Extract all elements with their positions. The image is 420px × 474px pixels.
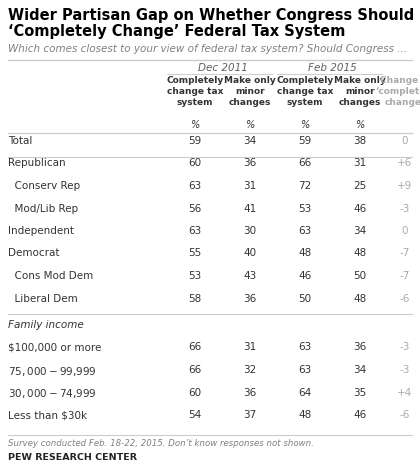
Text: Conserv Rep: Conserv Rep bbox=[8, 181, 80, 191]
Text: Republican: Republican bbox=[8, 158, 66, 168]
Text: Completely
change tax
system: Completely change tax system bbox=[276, 76, 333, 107]
Text: 30: 30 bbox=[244, 226, 257, 236]
Text: -6: -6 bbox=[400, 410, 410, 420]
Text: 53: 53 bbox=[189, 271, 202, 281]
Text: 36: 36 bbox=[243, 158, 257, 168]
Text: Total: Total bbox=[8, 136, 32, 146]
Text: Change in
‘completely
change’: Change in ‘completely change’ bbox=[375, 76, 420, 107]
Text: 63: 63 bbox=[189, 226, 202, 236]
Text: -7: -7 bbox=[400, 271, 410, 281]
Text: 72: 72 bbox=[298, 181, 312, 191]
Text: +9: +9 bbox=[397, 181, 412, 191]
Text: 63: 63 bbox=[298, 226, 312, 236]
Text: 0: 0 bbox=[402, 136, 408, 146]
Text: -6: -6 bbox=[400, 293, 410, 303]
Text: Make only
minor
changes: Make only minor changes bbox=[334, 76, 386, 107]
Text: 54: 54 bbox=[189, 410, 202, 420]
Text: -3: -3 bbox=[400, 343, 410, 353]
Text: 43: 43 bbox=[243, 271, 257, 281]
Text: 41: 41 bbox=[243, 203, 257, 213]
Text: 64: 64 bbox=[298, 388, 312, 398]
Text: 0: 0 bbox=[402, 226, 408, 236]
Text: PEW RESEARCH CENTER: PEW RESEARCH CENTER bbox=[8, 453, 137, 462]
Text: 36: 36 bbox=[353, 343, 367, 353]
Text: 66: 66 bbox=[189, 343, 202, 353]
Text: Mod/Lib Rep: Mod/Lib Rep bbox=[8, 203, 78, 213]
Text: Wider Partisan Gap on Whether Congress Should: Wider Partisan Gap on Whether Congress S… bbox=[8, 8, 414, 23]
Text: 48: 48 bbox=[298, 248, 312, 258]
Text: Which comes closest to your view of federal tax system? Should Congress ...: Which comes closest to your view of fede… bbox=[8, 44, 407, 54]
Text: +6: +6 bbox=[397, 158, 412, 168]
Text: Cons Mod Dem: Cons Mod Dem bbox=[8, 271, 93, 281]
Text: Less than $30k: Less than $30k bbox=[8, 410, 87, 420]
Text: 48: 48 bbox=[353, 293, 367, 303]
Text: Feb 2015: Feb 2015 bbox=[308, 63, 357, 73]
Text: 60: 60 bbox=[189, 158, 202, 168]
Text: 36: 36 bbox=[243, 388, 257, 398]
Text: Make only
minor
changes: Make only minor changes bbox=[224, 76, 276, 107]
Text: 48: 48 bbox=[353, 248, 367, 258]
Text: -7: -7 bbox=[400, 248, 410, 258]
Text: 31: 31 bbox=[243, 343, 257, 353]
Text: 55: 55 bbox=[189, 248, 202, 258]
Text: 31: 31 bbox=[243, 181, 257, 191]
Text: 40: 40 bbox=[244, 248, 257, 258]
Text: 59: 59 bbox=[298, 136, 312, 146]
Text: Survey conducted Feb. 18-22, 2015. Don’t know responses not shown.: Survey conducted Feb. 18-22, 2015. Don’t… bbox=[8, 438, 314, 447]
Text: 66: 66 bbox=[298, 158, 312, 168]
Text: 46: 46 bbox=[353, 203, 367, 213]
Text: ‘Completely Change’ Federal Tax System: ‘Completely Change’ Federal Tax System bbox=[8, 24, 345, 39]
Text: Family income: Family income bbox=[8, 320, 84, 330]
Text: 38: 38 bbox=[353, 136, 367, 146]
Text: 50: 50 bbox=[354, 271, 367, 281]
Text: Democrat: Democrat bbox=[8, 248, 60, 258]
Text: Liberal Dem: Liberal Dem bbox=[8, 293, 78, 303]
Text: $30,000-$74,999: $30,000-$74,999 bbox=[8, 388, 97, 401]
Text: %: % bbox=[190, 120, 200, 130]
Text: $100,000 or more: $100,000 or more bbox=[8, 343, 101, 353]
Text: +4: +4 bbox=[397, 388, 412, 398]
Text: 63: 63 bbox=[189, 181, 202, 191]
Text: %: % bbox=[300, 120, 310, 130]
Text: 35: 35 bbox=[353, 388, 367, 398]
Text: -3: -3 bbox=[400, 203, 410, 213]
Text: 50: 50 bbox=[299, 293, 312, 303]
Text: 53: 53 bbox=[298, 203, 312, 213]
Text: Completely
change tax
system: Completely change tax system bbox=[166, 76, 223, 107]
Text: %: % bbox=[245, 120, 255, 130]
Text: 34: 34 bbox=[243, 136, 257, 146]
Text: 37: 37 bbox=[243, 410, 257, 420]
Text: Dec 2011: Dec 2011 bbox=[197, 63, 247, 73]
Text: 31: 31 bbox=[353, 158, 367, 168]
Text: 56: 56 bbox=[189, 203, 202, 213]
Text: 58: 58 bbox=[189, 293, 202, 303]
Text: 63: 63 bbox=[298, 365, 312, 375]
Text: 34: 34 bbox=[353, 365, 367, 375]
Text: 34: 34 bbox=[353, 226, 367, 236]
Text: 59: 59 bbox=[189, 136, 202, 146]
Text: $75,000-$99,999: $75,000-$99,999 bbox=[8, 365, 97, 378]
Text: 48: 48 bbox=[298, 410, 312, 420]
Text: Independent: Independent bbox=[8, 226, 74, 236]
Text: 32: 32 bbox=[243, 365, 257, 375]
Text: 25: 25 bbox=[353, 181, 367, 191]
Text: 46: 46 bbox=[298, 271, 312, 281]
Text: 36: 36 bbox=[243, 293, 257, 303]
Text: 60: 60 bbox=[189, 388, 202, 398]
Text: 46: 46 bbox=[353, 410, 367, 420]
Text: 63: 63 bbox=[298, 343, 312, 353]
Text: %: % bbox=[355, 120, 365, 130]
Text: -3: -3 bbox=[400, 365, 410, 375]
Text: 66: 66 bbox=[189, 365, 202, 375]
